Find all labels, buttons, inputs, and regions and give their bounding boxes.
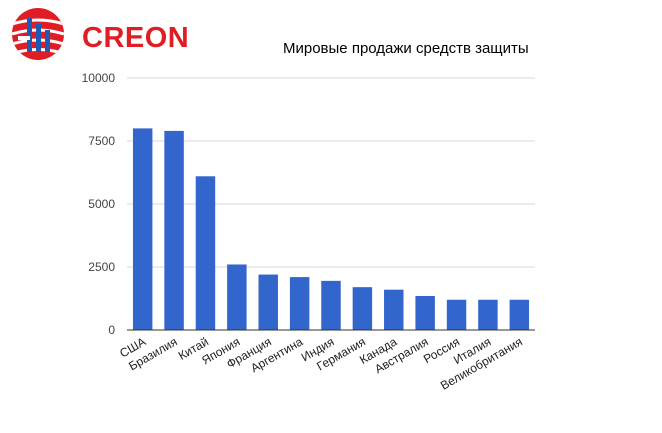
y-tick-label: 7500 bbox=[88, 134, 115, 148]
y-tick-label: 2500 bbox=[88, 260, 115, 274]
bar bbox=[415, 295, 435, 330]
bar bbox=[321, 280, 341, 330]
chart-title: Мировые продажи средств защиты bbox=[283, 40, 529, 57]
bar bbox=[384, 289, 404, 330]
x-axis-category-labels: СШАБразилияКитайЯпонияФранцияАргентинаИн… bbox=[117, 334, 525, 392]
bar bbox=[132, 128, 153, 330]
bars bbox=[132, 128, 530, 330]
bar bbox=[446, 299, 467, 330]
y-axis-tick-labels: 0 2500 5000 7500 10000 bbox=[82, 71, 116, 337]
gridlines bbox=[127, 77, 535, 268]
bar bbox=[195, 176, 216, 330]
creon-logo-text: CREON bbox=[82, 22, 190, 54]
bar bbox=[258, 274, 278, 330]
bar bbox=[478, 299, 498, 330]
bar bbox=[227, 264, 247, 330]
y-tick-label: 0 bbox=[108, 323, 115, 337]
creon-globe-logo-icon bbox=[12, 8, 64, 60]
bar bbox=[289, 277, 310, 330]
creon-logo: CREON bbox=[10, 6, 189, 62]
bar bbox=[164, 130, 184, 330]
bar bbox=[352, 287, 373, 330]
y-tick-label: 10000 bbox=[82, 71, 116, 85]
bar bbox=[509, 299, 530, 330]
y-tick-label: 5000 bbox=[88, 197, 115, 211]
